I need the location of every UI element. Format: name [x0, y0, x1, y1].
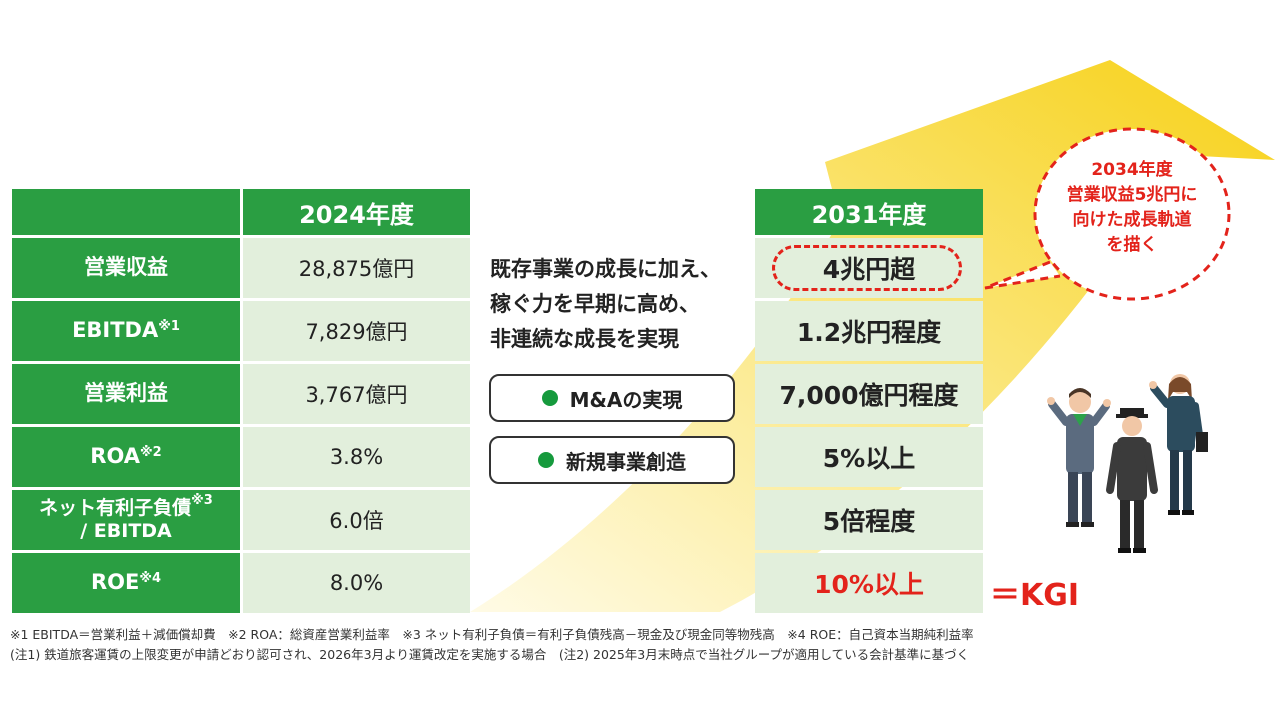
value-2031-roe: 10%以上 [755, 553, 983, 613]
value-2024-net-debt-ebitda: 6.0倍 [243, 490, 470, 550]
row-label-operating-revenue: 営業収益 [12, 238, 240, 298]
value-2031-roa: 5%以上 [755, 427, 983, 487]
header-blank [12, 189, 240, 235]
header-2024: 2024年度 [243, 189, 470, 235]
bubble-text: 2034年度 営業収益5兆円に 向けた成長軌道 を描く [1066, 160, 1198, 255]
pill-ma: M&Aの実現 [489, 374, 735, 422]
footnote-line: ※1 EBITDA＝営業利益＋減価償却費 ※2 ROA：総資産営業利益率 ※3 … [10, 627, 974, 642]
value-2024-operating-income: 3,767億円 [243, 364, 470, 424]
bullet-dot-icon [538, 452, 554, 468]
value-2031-ebitda: 1.2兆円程度 [755, 301, 983, 361]
footnote-line: (注1) 鉄道旅客運賃の上限変更が申請どおり認可され、2026年3月より運賃改定… [10, 647, 970, 662]
row-label-roa: ROA ※2 [12, 427, 240, 487]
value-2024-operating-revenue: 28,875億円 [243, 238, 470, 298]
value-2031-net-debt-ebitda: 5倍程度 [755, 490, 983, 550]
staff-illustration-icon [1047, 374, 1208, 553]
strategy-text: 既存事業の成長に加え、 稼ぐ力を早期に高め、 非連続な成長を実現 [490, 257, 721, 351]
kgi-label: ＝KGI [990, 578, 1080, 613]
highlight-dashed-outline [772, 245, 962, 291]
row-label-roe: ROE ※4 [12, 553, 240, 613]
pill-new-business: 新規事業創造 [489, 436, 735, 484]
footnotes: ※1 EBITDA＝営業利益＋減価償却費 ※2 ROA：総資産営業利益率 ※3 … [10, 625, 974, 665]
value-2024-roe: 8.0% [243, 553, 470, 613]
row-label-operating-income: 営業利益 [12, 364, 240, 424]
row-label-net-debt-ebitda: ネット有利子負債※3 / EBITDA [12, 490, 240, 550]
header-2031: 2031年度 [755, 189, 983, 235]
value-2031-operating-income: 7,000億円程度 [755, 364, 983, 424]
value-2024-roa: 3.8% [243, 427, 470, 487]
value-2024-ebitda: 7,829億円 [243, 301, 470, 361]
row-label-ebitda: EBITDA ※1 [12, 301, 240, 361]
bullet-dot-icon [541, 390, 558, 406]
